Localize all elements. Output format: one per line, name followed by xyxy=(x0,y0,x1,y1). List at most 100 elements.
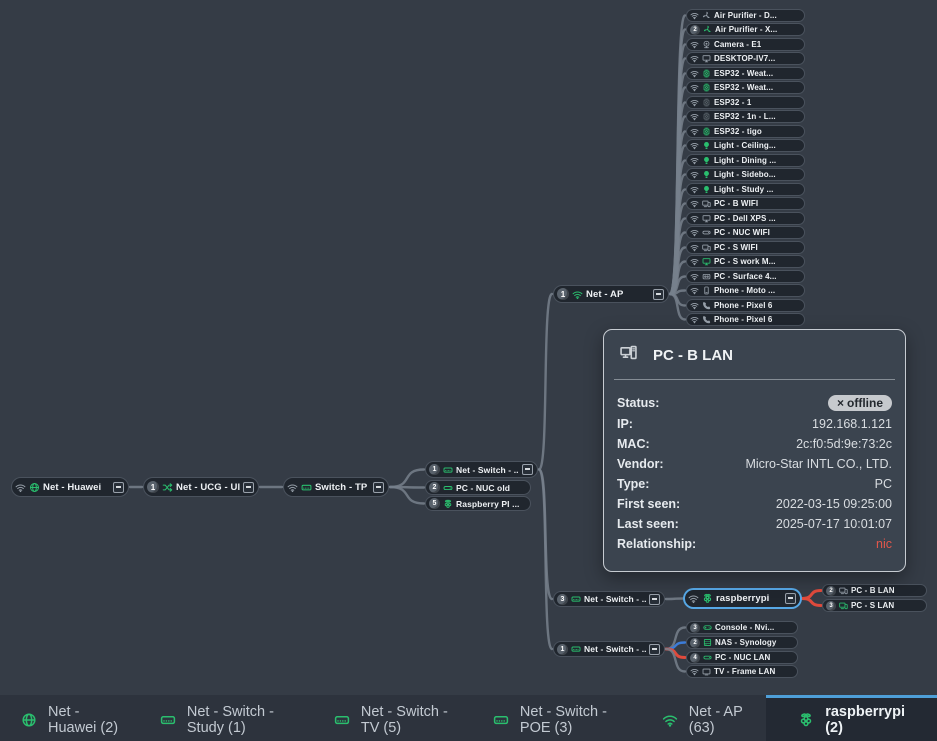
popup-header: PC - B LAN xyxy=(604,330,905,366)
tab-net-huawei[interactable]: Net - Huawei (2) xyxy=(4,695,143,741)
wifi-icon xyxy=(690,199,699,208)
x-icon: × xyxy=(836,396,844,410)
node-net-ap[interactable]: 1 Net - AP xyxy=(553,285,669,303)
node-label: PC - S WIFI xyxy=(714,243,758,252)
node-net-ucg[interactable]: 1 Net - UCG - Ul... xyxy=(143,477,259,497)
node-label: ESP32 - 1n - L... xyxy=(714,112,776,121)
detail-value: 192.168.1.121 xyxy=(812,417,892,431)
node-label: Phone - Moto ... xyxy=(714,286,776,295)
detail-row: MAC: 2c:f0:5d:9e:73:2c xyxy=(617,437,892,451)
node-raspberry-pi-old[interactable]: 5 Raspberry PI ... xyxy=(425,496,531,511)
node-leaf-12[interactable]: Light - Study ... xyxy=(686,183,805,196)
collapse-button[interactable] xyxy=(522,464,533,475)
detail-label: Last seen: xyxy=(617,517,679,531)
collapse-button[interactable] xyxy=(785,593,796,604)
node-label: PC - NUC WIFI xyxy=(714,228,770,237)
raspberry-icon xyxy=(798,712,814,728)
detail-label: Relationship: xyxy=(617,537,697,551)
fan-icon xyxy=(702,11,711,20)
node-pc-nuc-old[interactable]: 2 PC - NUC old xyxy=(425,480,531,495)
node-label: Switch - TP li... xyxy=(315,481,370,493)
tab-net-switch-study[interactable]: Net - Switch - Study (1) xyxy=(143,695,317,741)
node-leaf-6[interactable]: ESP32 - 1 xyxy=(686,96,805,109)
node-leaf-2[interactable]: Camera - E1 xyxy=(686,38,805,51)
child-count-badge: 4 xyxy=(690,652,700,663)
node-leaf-0[interactable]: Air Purifier - D... xyxy=(686,9,805,22)
node-label: ESP32 - Weat... xyxy=(714,83,774,92)
node-pc-s-lan[interactable]: 3 PC - S LAN xyxy=(822,599,927,612)
collapse-button[interactable] xyxy=(373,481,384,493)
node-raspberrypi[interactable]: raspberrypi xyxy=(684,589,801,608)
tab-net-switch-poe[interactable]: Net - Switch - POE (3) xyxy=(476,695,645,741)
node-leaf-7[interactable]: ESP32 - 1n - L... xyxy=(686,110,805,123)
node-leaf-14[interactable]: PC - Dell XPS ... xyxy=(686,212,805,225)
node-leaf-15[interactable]: PC - NUC WIFI xyxy=(686,226,805,239)
tab-label: Net - Switch - POE (3) xyxy=(519,703,607,736)
detail-row: Last seen: 2025-07-17 10:01:07 xyxy=(617,517,892,531)
chip-icon xyxy=(702,98,711,107)
tab-label: Net - Switch - TV (5) xyxy=(360,703,448,736)
node-label: Phone - Pixel 6 xyxy=(714,315,773,324)
node-leaf-1[interactable]: 2 Air Purifier - X... xyxy=(686,23,805,36)
node-leaf-5[interactable]: ESP32 - Weat... xyxy=(686,81,805,94)
node-leaf-11[interactable]: Light - Sidebo... xyxy=(686,168,805,181)
wifi-icon xyxy=(690,54,699,63)
child-count-badge: 1 xyxy=(557,288,569,300)
node-leaf-21[interactable]: Phone - Pixel 6 xyxy=(686,313,805,326)
gamepad-icon xyxy=(703,623,712,632)
node-net-switch-bot[interactable]: 1 Net - Switch - ... xyxy=(553,641,665,657)
node-console-nvidia[interactable]: 3 Console - Nvi... xyxy=(686,621,798,634)
tab-net-switch-tv[interactable]: Net - Switch - TV (5) xyxy=(317,695,476,741)
node-net-switch-top[interactable]: 1 Net - Switch - ... xyxy=(425,461,538,478)
wifi-icon xyxy=(662,712,678,728)
wifi-icon xyxy=(690,83,699,92)
wifi-icon xyxy=(690,301,699,310)
collapse-button[interactable] xyxy=(243,481,254,493)
node-net-switch-mid[interactable]: 3 Net - Switch - ... xyxy=(553,591,665,607)
monitor-icon xyxy=(702,257,711,266)
collapse-button[interactable] xyxy=(649,593,660,605)
node-leaf-19[interactable]: Phone - Moto ... xyxy=(686,284,805,297)
node-label: Camera - E1 xyxy=(714,40,762,49)
wifi-icon xyxy=(690,228,699,237)
tab-label: Net - Huawei (2) xyxy=(48,703,119,736)
collapse-button[interactable] xyxy=(653,288,664,300)
node-leaf-3[interactable]: DESKTOP-IV7... xyxy=(686,52,805,65)
node-leaf-4[interactable]: ESP32 - Weat... xyxy=(686,67,805,80)
collapse-button[interactable] xyxy=(649,643,660,655)
wifi-icon xyxy=(690,257,699,266)
chip-icon xyxy=(702,83,711,92)
node-tv-frame-lan[interactable]: TV - Frame LAN xyxy=(686,665,798,678)
detail-value: 2022-03-15 09:25:00 xyxy=(775,497,892,511)
tab-raspberrypi[interactable]: raspberrypi (2) xyxy=(766,695,937,741)
node-net-huawei[interactable]: Net - Huawei xyxy=(11,477,129,497)
collapse-button[interactable] xyxy=(113,481,124,493)
wifi-icon xyxy=(690,667,699,676)
node-leaf-8[interactable]: ESP32 - tigo xyxy=(686,125,805,138)
node-pc-nuc-lan[interactable]: 4 PC - NUC LAN xyxy=(686,651,798,664)
camera-icon xyxy=(702,40,711,49)
node-leaf-16[interactable]: PC - S WIFI xyxy=(686,241,805,254)
node-leaf-17[interactable]: PC - S work M... xyxy=(686,255,805,268)
child-count-badge: 2 xyxy=(690,24,700,35)
detail-label: Status: xyxy=(617,396,660,410)
node-leaf-9[interactable]: Light - Ceiling... xyxy=(686,139,805,152)
node-label: ESP32 - 1 xyxy=(714,98,752,107)
status-offline-badge: × offline xyxy=(827,395,892,411)
device-tab-bar: Net - Huawei (2) Net - Switch - Study (1)… xyxy=(0,695,937,741)
bulb-icon xyxy=(702,185,711,194)
node-pc-b-lan[interactable]: 2 PC - B LAN xyxy=(822,584,927,597)
wifi-icon xyxy=(690,214,699,223)
tab-net-ap[interactable]: Net - AP (63) xyxy=(645,695,766,741)
node-leaf-20[interactable]: Phone - Pixel 6 xyxy=(686,299,805,312)
node-leaf-10[interactable]: Light - Dining ... xyxy=(686,154,805,167)
node-label: DESKTOP-IV7... xyxy=(714,54,776,63)
node-label: Net - UCG - Ul... xyxy=(176,481,240,493)
tablet-icon xyxy=(702,272,711,281)
node-leaf-13[interactable]: PC - B WIFI xyxy=(686,197,805,210)
node-nas-synology[interactable]: 2 NAS - Synology xyxy=(686,636,798,649)
node-switch-tp-link[interactable]: Switch - TP li... xyxy=(283,477,389,497)
node-leaf-18[interactable]: PC - Surface 4... xyxy=(686,270,805,283)
